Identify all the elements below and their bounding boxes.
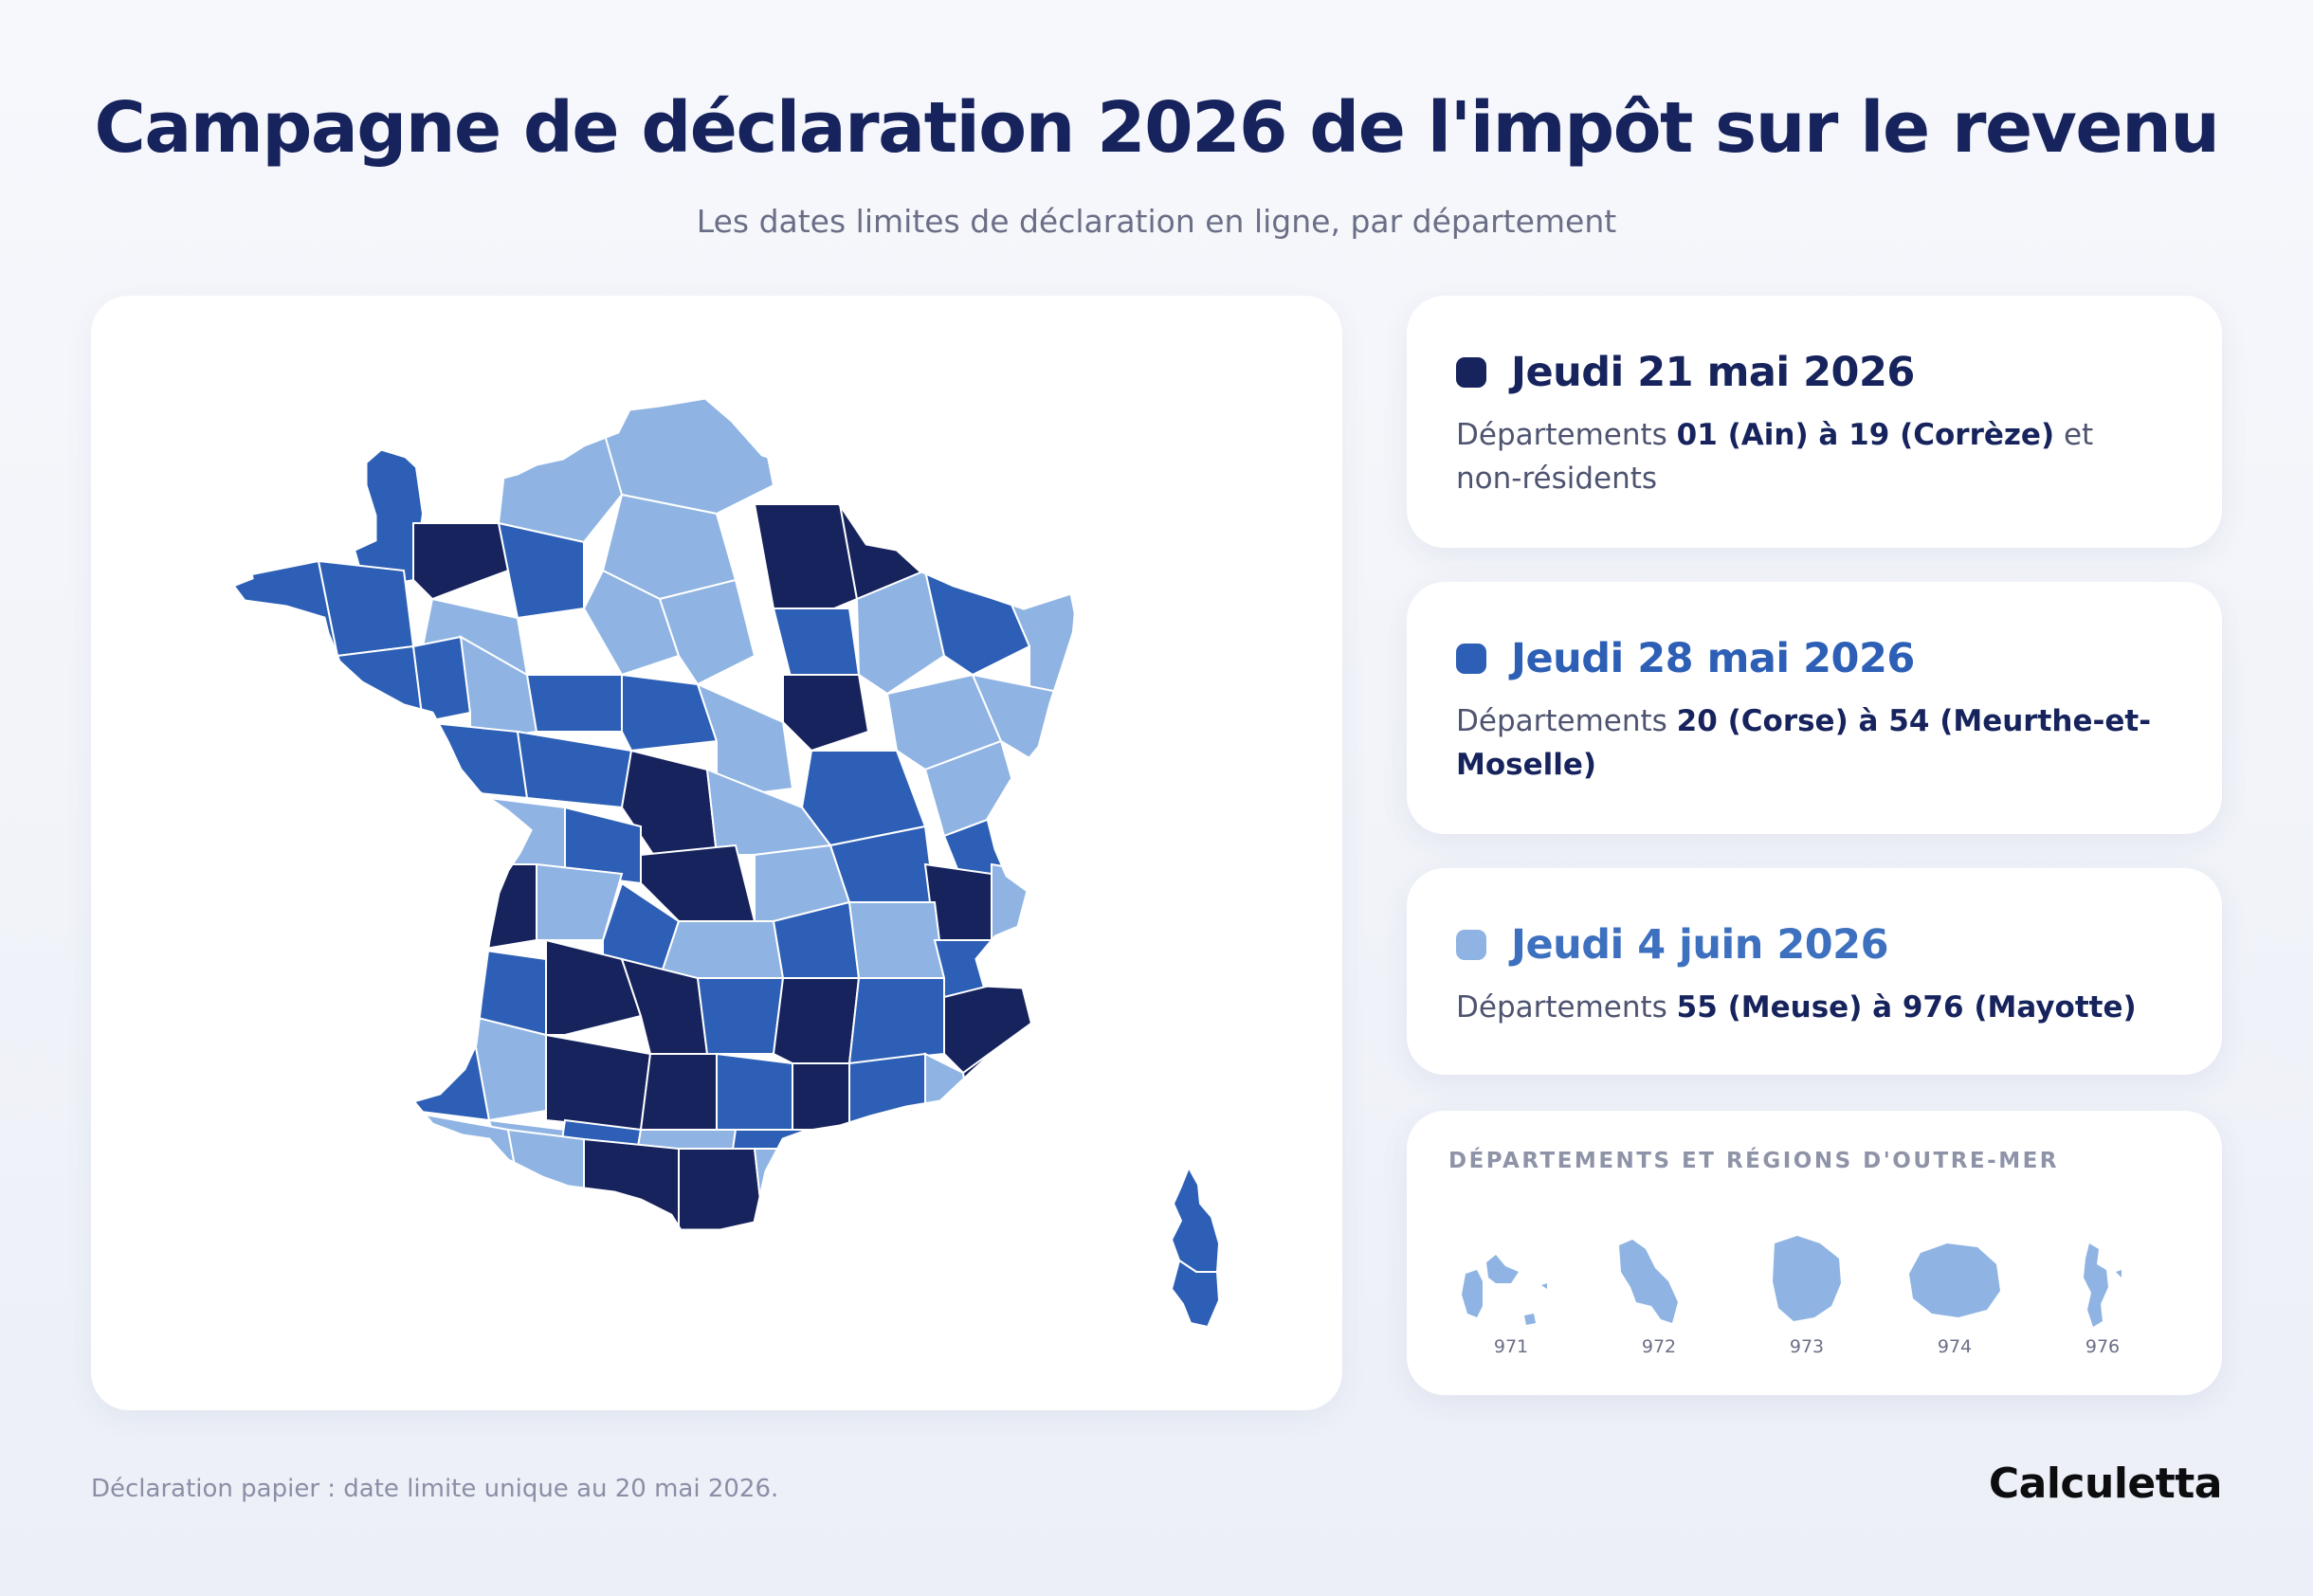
department-region xyxy=(990,1129,1069,1206)
legend-swatch-light xyxy=(1456,930,1486,960)
page-subtitle: Les dates limites de déclaration en lign… xyxy=(696,203,1617,240)
department-region xyxy=(678,1148,766,1230)
department-region xyxy=(583,1137,680,1230)
overseas-972: 972 xyxy=(1593,1215,1725,1367)
page-title: Campagne de déclaration 2026 de l'impôt … xyxy=(94,87,2220,169)
overseas-card: DÉPARTEMENTS ET RÉGIONS D'OUTRE-MER 971 … xyxy=(1407,1111,2222,1395)
guyane-shape xyxy=(1773,1236,1841,1321)
france-outline xyxy=(230,396,1079,1232)
guadeloupe-shape xyxy=(1462,1255,1547,1325)
department-region xyxy=(545,1033,652,1132)
department-region xyxy=(506,1128,585,1230)
department-region xyxy=(847,901,946,979)
department-region xyxy=(847,977,945,1065)
legend-description: Départements 55 (Meuse) à 976 (Mayotte) xyxy=(1456,990,2137,1025)
department-region xyxy=(516,730,633,809)
department-region xyxy=(772,977,861,1064)
department-region xyxy=(392,949,482,1017)
mayotte-shape xyxy=(2084,1243,2122,1327)
legend-card-light: Jeudi 4 juin 2026 Départements 55 (Meuse… xyxy=(1407,868,2222,1075)
department-region xyxy=(753,503,859,620)
department-region xyxy=(545,938,643,1036)
legend-date: Jeudi 28 mai 2026 xyxy=(1511,635,1915,682)
legend-range: 01 (Ain) à 19 (Corrèze) xyxy=(1676,418,2055,452)
department-region xyxy=(855,569,946,696)
department-region xyxy=(431,787,501,876)
legend-range: 20 (Corse) à 54 (Meurthe-et-Moselle) xyxy=(1456,704,2152,782)
department-region xyxy=(233,644,338,714)
legend-range: 55 (Meuse) à 976 (Mayotte) xyxy=(1676,990,2137,1025)
department-region xyxy=(658,920,785,979)
department-region xyxy=(1170,1259,1221,1329)
overseas-code: 973 xyxy=(1789,1336,1825,1357)
department-region xyxy=(782,674,870,753)
department-region xyxy=(904,1129,1003,1206)
martinique-shape xyxy=(1619,1240,1678,1323)
legend-description: Départements 01 (Ain) à 19 (Corrèze) et … xyxy=(1456,418,2094,496)
overseas-974: 974 xyxy=(1888,1215,2021,1367)
legend-swatch-medium xyxy=(1456,644,1486,674)
department-region xyxy=(412,522,510,601)
legend-card-dark: Jeudi 21 mai 2026 Départements 01 (Ain) … xyxy=(1407,296,2222,548)
france-map-card xyxy=(91,296,1342,1410)
department-region xyxy=(402,863,482,951)
overseas-code: 974 xyxy=(1937,1336,1973,1357)
france-departments xyxy=(233,398,1077,1230)
department-region xyxy=(345,721,434,789)
overseas-973: 973 xyxy=(1740,1215,1873,1367)
department-region xyxy=(716,1052,793,1131)
department-region xyxy=(848,1052,926,1141)
footnote: Déclaration papier : date limite unique … xyxy=(91,1475,779,1503)
overseas-code: 971 xyxy=(1493,1336,1529,1357)
corse xyxy=(1170,1165,1221,1329)
legend-swatch-dark xyxy=(1456,357,1486,388)
reunion-shape xyxy=(1909,1243,2000,1317)
department-region xyxy=(772,608,861,686)
department-region xyxy=(336,644,425,723)
brand-name: Calculetta xyxy=(1988,1460,2223,1508)
department-region xyxy=(658,578,756,686)
department-region xyxy=(639,1053,718,1131)
department-region xyxy=(497,521,585,620)
department-region xyxy=(497,426,624,544)
france-map xyxy=(230,396,1221,1329)
legend-description: Départements 20 (Corse) à 54 (Meurthe-et… xyxy=(1456,704,2152,782)
overseas-code: 972 xyxy=(1641,1336,1677,1357)
department-region xyxy=(621,673,719,753)
legend-card-medium: Jeudi 28 mai 2026 Départements 20 (Corse… xyxy=(1407,582,2222,834)
department-region xyxy=(525,674,623,733)
department-region xyxy=(819,1129,927,1206)
legend-date: Jeudi 4 juin 2026 xyxy=(1511,921,1889,969)
department-region xyxy=(468,863,537,952)
overseas-976: 976 xyxy=(2036,1215,2169,1367)
overseas-971: 971 xyxy=(1445,1215,1577,1367)
overseas-title: DÉPARTEMENTS ET RÉGIONS D'OUTRE-MER xyxy=(1448,1149,2060,1173)
department-region xyxy=(696,977,785,1055)
department-region xyxy=(1170,1165,1221,1273)
overseas-code: 976 xyxy=(2085,1336,2121,1357)
legend-date: Jeudi 21 mai 2026 xyxy=(1511,349,1915,396)
department-region xyxy=(364,788,433,865)
department-region xyxy=(753,1148,832,1230)
department-region xyxy=(582,569,681,677)
